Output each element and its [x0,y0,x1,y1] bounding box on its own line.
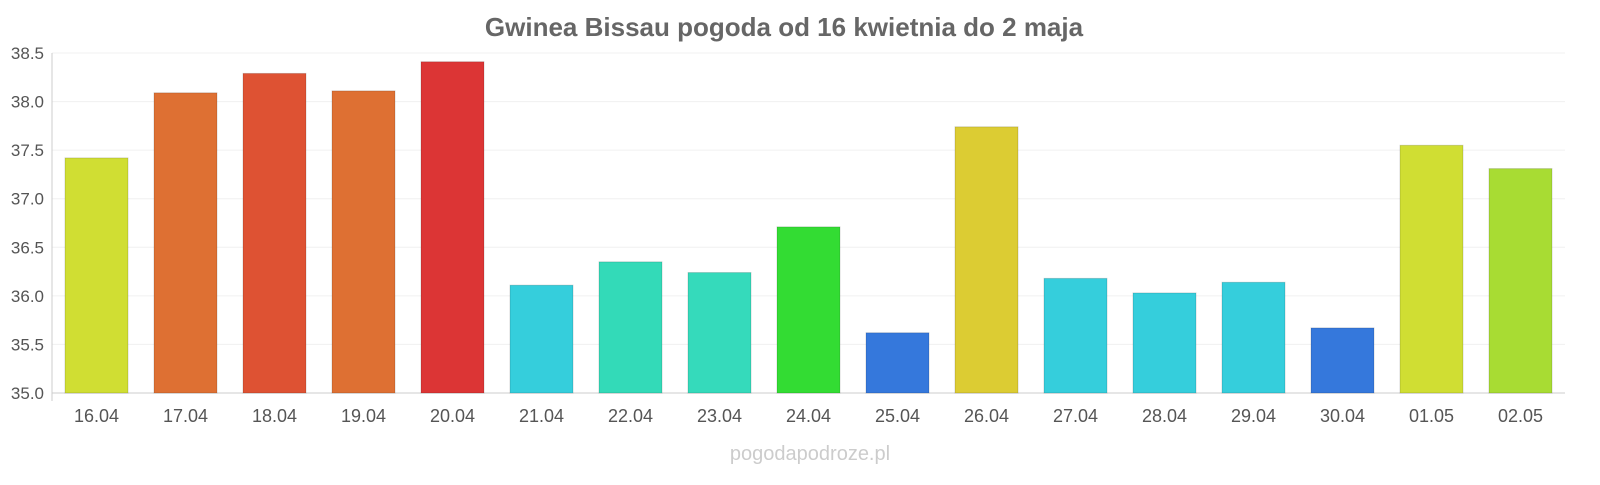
x-tick-label: 23.04 [697,406,742,426]
bar-02.05 [1488,168,1553,394]
x-tick-label: 24.04 [786,406,831,426]
bar-28.04 [1132,292,1197,394]
bar-27.04 [1043,277,1108,394]
x-tick-label: 16.04 [74,406,119,426]
bar-20.04 [420,61,485,394]
y-tick-label: 35.0 [11,384,44,403]
x-tick-label: 26.04 [964,406,1009,426]
y-tick-label: 37.5 [11,141,44,160]
chart-title: Gwinea Bissau pogoda od 16 kwietnia do 2… [485,12,1084,42]
x-tick-label: 30.04 [1320,406,1365,426]
x-tick-label: 19.04 [341,406,386,426]
bar-21.04 [509,284,574,394]
x-tick-label: 27.04 [1053,406,1098,426]
bar-24.04 [776,226,841,394]
x-tick-label: 01.05 [1409,406,1454,426]
y-tick-label: 36.0 [11,287,44,306]
x-tick-label: 28.04 [1142,406,1187,426]
x-tick-label: 25.04 [875,406,920,426]
x-tick-label: 02.05 [1498,406,1543,426]
y-tick-label: 36.5 [11,238,44,257]
bar-16.04 [64,157,129,394]
x-tick-label: 20.04 [430,406,475,426]
bar-30.04 [1310,327,1375,394]
y-tick-label: 38.5 [11,44,44,63]
x-tick-label: 29.04 [1231,406,1276,426]
x-tick-label: 18.04 [252,406,297,426]
bar-25.04 [865,332,930,394]
bar-26.04 [954,126,1019,394]
bar-22.04 [598,261,663,394]
bar-01.05 [1399,144,1464,394]
y-tick-label: 38.0 [11,93,44,112]
bar-18.04 [242,72,307,394]
y-tick-label: 37.0 [11,190,44,209]
watermark: pogodapodroze.pl [730,443,890,465]
bar-19.04 [331,90,396,394]
y-tick-label: 35.5 [11,335,44,354]
x-tick-label: 22.04 [608,406,653,426]
bar-23.04 [687,272,752,394]
bar-17.04 [153,92,218,394]
x-tick-label: 17.04 [163,406,208,426]
x-tick-label: 21.04 [519,406,564,426]
bar-29.04 [1221,281,1286,394]
